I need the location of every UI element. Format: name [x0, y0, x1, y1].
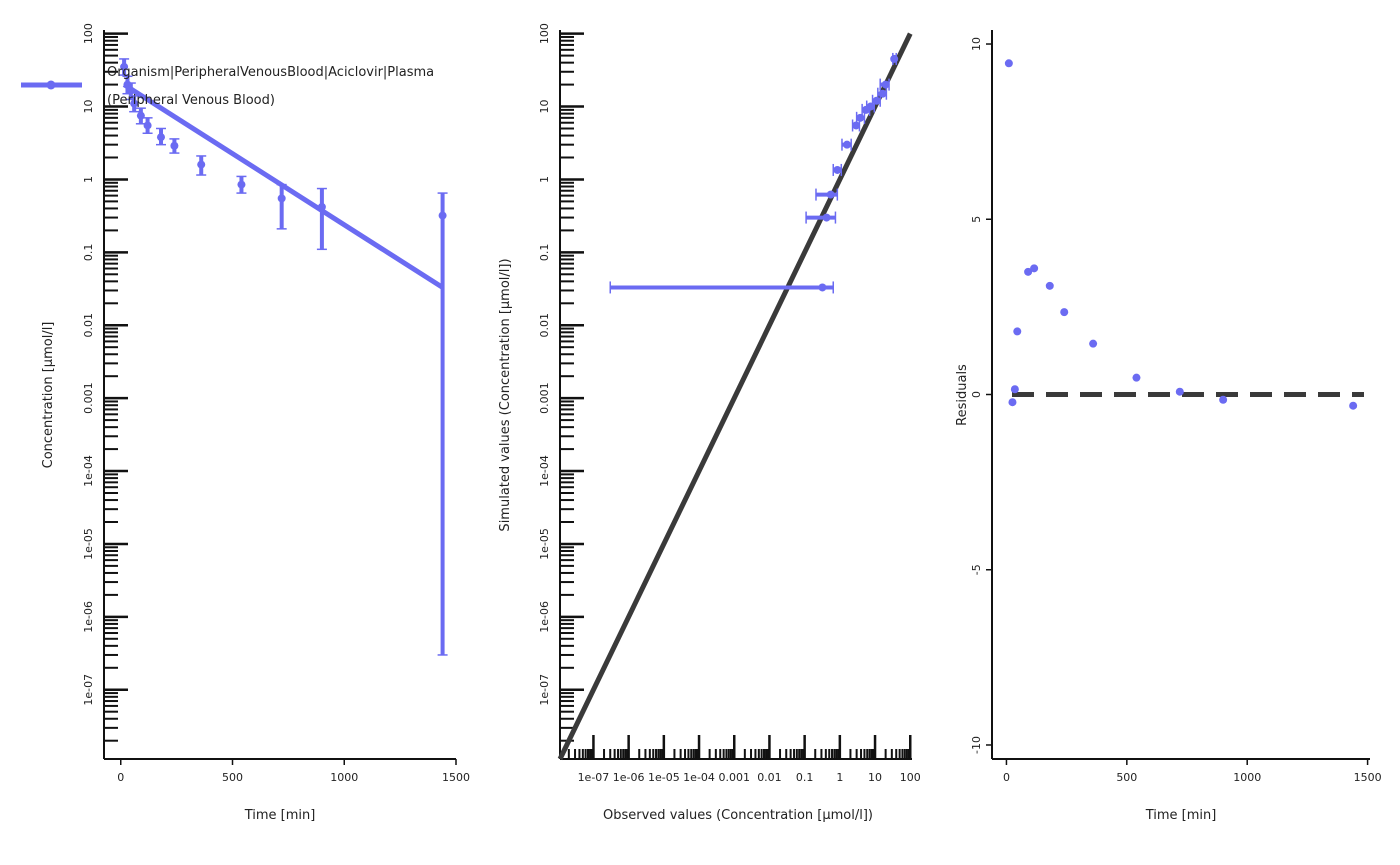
- x-tick-label: 1500: [1354, 771, 1382, 784]
- concentration-time-panel: 100 10 1 0.1 0.01 0.001 1e-04 1e-05 1e-06 1e-07 0 5…: [41, 23, 470, 823]
- observed-point: [890, 54, 899, 63]
- x-tick-label: 500: [1116, 771, 1137, 784]
- residuals-panel: 10 5 0 -5 -10 0 500 1000 1500 Time [min] Residuals: [955, 30, 1382, 823]
- observed-point: [120, 62, 129, 71]
- residual-point: [1008, 398, 1017, 407]
- x-tick-label: 1000: [1233, 771, 1261, 784]
- y-tick-label: 1: [538, 176, 551, 183]
- x-tick-label: 0.01: [757, 771, 782, 784]
- y-tick-label: 0.001: [538, 382, 551, 414]
- y-tick-label: 10: [82, 100, 95, 114]
- x-tick-label: 1e-06: [613, 771, 645, 784]
- x-axis-title: Time [min]: [1145, 808, 1217, 823]
- y-tick-label: 1: [82, 176, 95, 183]
- observed-point: [438, 211, 447, 220]
- residual-point: [1010, 385, 1019, 394]
- y-tick-label: 10: [538, 100, 551, 114]
- y-tick-label: 100: [82, 23, 95, 44]
- y-tick-label: 10: [970, 37, 983, 51]
- y-tick-label: 0.01: [82, 313, 95, 338]
- x-tick-label: 1000: [330, 771, 358, 784]
- observed-point: [317, 202, 326, 211]
- observed-point: [197, 160, 206, 169]
- y-tick-label: 1e-05: [538, 528, 551, 560]
- legend-label-line1: Organism|PeripheralVenousBlood|Aciclovir…: [107, 65, 434, 80]
- observed-point: [861, 105, 870, 114]
- y-tick-label: 1e-06: [538, 601, 551, 633]
- legend-series-marker: [46, 80, 56, 90]
- residual-point: [1030, 264, 1039, 273]
- y-axis-title: Concentration [µmol/l]: [41, 322, 56, 469]
- y-tick-label: 1e-06: [82, 601, 95, 633]
- x-tick-label: 1: [836, 771, 843, 784]
- observed-point: [237, 180, 246, 189]
- x-tick-label: 0: [1003, 771, 1010, 784]
- legend-label-line2: (Peripheral Venous Blood): [107, 93, 275, 108]
- y-tick-label: 1e-04: [538, 455, 551, 487]
- residual-point: [1013, 327, 1022, 336]
- observed-point: [818, 283, 827, 292]
- x-axis-title: Time [min]: [244, 808, 316, 823]
- observed-point: [170, 141, 179, 150]
- observed-point: [277, 194, 286, 203]
- observed-vs-simulated-panel: 1001010.10.010.0011e-041e-051e-061e-071e…: [498, 23, 921, 823]
- x-tick-label: 10: [868, 771, 882, 784]
- observed-point: [833, 165, 842, 174]
- observed-point: [826, 190, 835, 199]
- x-tick-label: 1500: [442, 771, 470, 784]
- y-tick-label: 0.001: [82, 382, 95, 414]
- x-tick-label: 100: [900, 771, 921, 784]
- observed-point: [856, 113, 865, 122]
- x-tick-label: 0.001: [718, 771, 750, 784]
- y-tick-label: 0.1: [538, 244, 551, 262]
- residual-point: [1132, 373, 1141, 382]
- residual-point: [1089, 339, 1098, 348]
- y-axis-title: Residuals: [955, 364, 970, 426]
- x-tick-label: 500: [222, 771, 243, 784]
- y-tick-label: 1e-05: [82, 528, 95, 560]
- y-tick-label: 1e-07: [538, 674, 551, 706]
- identity-line: [557, 32, 913, 761]
- y-axis-title: Simulated values (Concentration [µmol/l]…: [498, 258, 513, 531]
- x-tick-label: 1e-07: [578, 771, 610, 784]
- x-tick-label: 1e-04: [683, 771, 715, 784]
- x-tick-label: 0.1: [796, 771, 814, 784]
- observed-point: [881, 80, 890, 89]
- x-tick-label: 0: [117, 771, 124, 784]
- observed-point: [143, 121, 152, 130]
- x-tick-label: 1e-05: [648, 771, 680, 784]
- y-tick-label: 1e-07: [82, 674, 95, 706]
- residual-point: [1175, 387, 1184, 396]
- residual-point: [1349, 401, 1358, 410]
- residual-point: [1060, 308, 1069, 317]
- y-tick-label: 1e-04: [82, 455, 95, 487]
- residual-point: [1219, 395, 1228, 404]
- observed-point: [130, 99, 139, 108]
- observed-point: [852, 121, 861, 130]
- y-tick-label: -10: [970, 736, 983, 754]
- y-tick-label: 0: [970, 391, 983, 398]
- legend: Organism|PeripheralVenousBlood|Aciclovir…: [21, 65, 434, 108]
- y-tick-label: -5: [970, 564, 983, 575]
- observed-point: [126, 86, 135, 95]
- observed-point: [156, 133, 165, 142]
- residual-point: [1004, 59, 1013, 68]
- y-tick-label: 5: [970, 216, 983, 223]
- y-tick-label: 0.01: [538, 313, 551, 338]
- x-axis-title: Observed values (Concentration [µmol/l]): [603, 808, 873, 823]
- observed-point: [843, 140, 852, 149]
- y-tick-label: 100: [538, 23, 551, 44]
- residual-point: [1045, 281, 1054, 290]
- residual-point: [1024, 267, 1033, 276]
- y-tick-label: 0.1: [82, 244, 95, 262]
- observed-point: [822, 213, 831, 222]
